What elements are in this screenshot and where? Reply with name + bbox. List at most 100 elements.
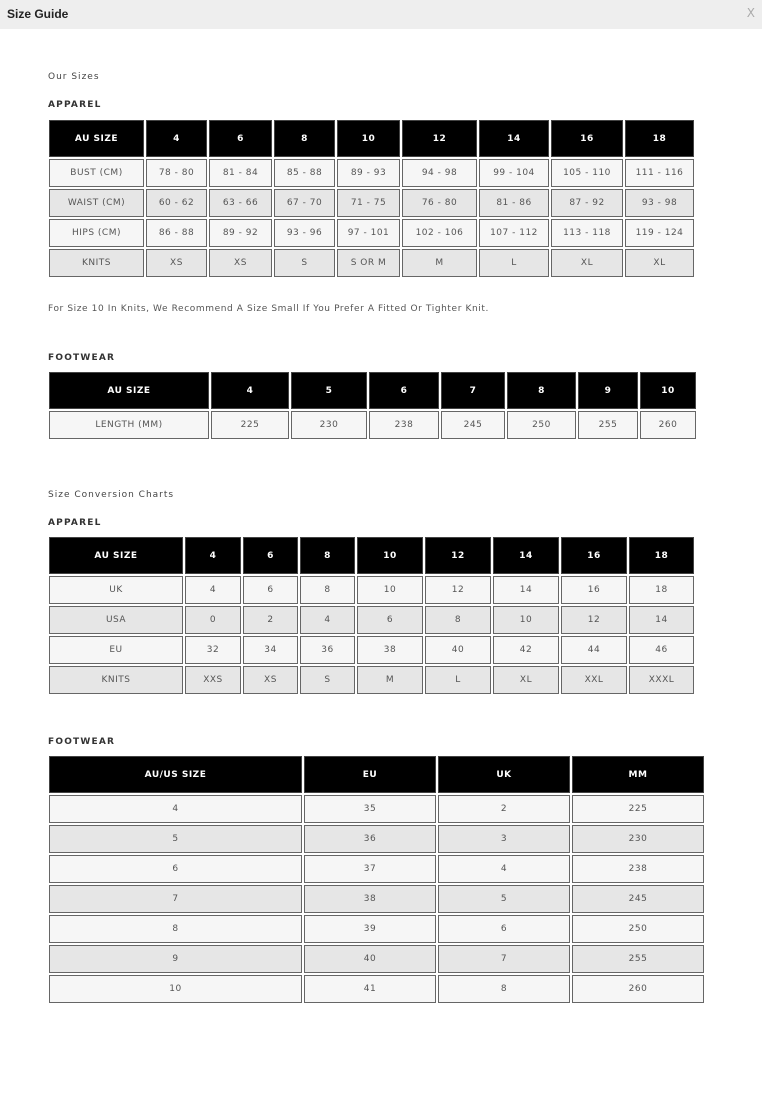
table-row: EU 32 34 36 38 40 42 44 46 xyxy=(49,636,694,664)
table-cell: 238 xyxy=(572,855,704,883)
table-row: UK 4 6 8 10 12 14 16 18 xyxy=(49,576,694,604)
header-row: AU SIZE 4 6 8 10 12 14 16 18 xyxy=(49,537,694,574)
footwear-heading: FOOTWEAR xyxy=(48,353,116,363)
table-row: KNITS XS XS S S OR M M L XL XL xyxy=(49,249,694,277)
column-header: 18 xyxy=(625,120,694,157)
table-cell: 6 xyxy=(243,576,298,604)
table-cell: 81 - 84 xyxy=(209,159,272,187)
column-header: 12 xyxy=(425,537,491,574)
table-cell: 10 xyxy=(357,576,423,604)
table-cell: 5 xyxy=(438,885,570,913)
table-cell: XXS xyxy=(185,666,241,694)
column-header: AU SIZE xyxy=(49,372,209,409)
column-header: 10 xyxy=(640,372,696,409)
row-label: KNITS xyxy=(49,249,144,277)
apparel-size-table: AU SIZE 4 6 8 10 12 14 16 18 BUST (CM) 78 - 80 81 -… xyxy=(47,118,696,279)
table-cell: 8 xyxy=(300,576,355,604)
row-label: USA xyxy=(49,606,183,634)
table-cell: 41 xyxy=(304,975,436,1003)
table-cell: 4 xyxy=(300,606,355,634)
table-cell: XL xyxy=(625,249,694,277)
column-header: 8 xyxy=(274,120,335,157)
table-cell: 81 - 86 xyxy=(479,189,549,217)
column-header: 8 xyxy=(300,537,355,574)
table-cell: 67 - 70 xyxy=(274,189,335,217)
table-cell: 93 - 96 xyxy=(274,219,335,247)
row-label: LENGTH (MM) xyxy=(49,411,209,439)
table-cell: 12 xyxy=(425,576,491,604)
column-header: 6 xyxy=(209,120,272,157)
table-cell: 93 - 98 xyxy=(625,189,694,217)
column-header: 4 xyxy=(185,537,241,574)
knits-note: For Size 10 In Knits, We Recommend A Siz… xyxy=(48,304,489,314)
table-cell: 40 xyxy=(304,945,436,973)
column-header: UK xyxy=(438,756,570,793)
table-cell: 119 - 124 xyxy=(625,219,694,247)
table-cell: 37 xyxy=(304,855,436,883)
table-cell: 238 xyxy=(369,411,439,439)
column-header: 6 xyxy=(243,537,298,574)
table-row: 8 39 6 250 xyxy=(49,915,704,943)
table-cell: 16 xyxy=(561,576,627,604)
table-row: 6 37 4 238 xyxy=(49,855,704,883)
table-cell: 107 - 112 xyxy=(479,219,549,247)
footwear-size-table: AU SIZE 4 5 6 7 8 9 10 LENGTH (MM) 225 230 238 245 25… xyxy=(47,370,698,441)
table-cell: 38 xyxy=(357,636,423,664)
apparel-heading: APPAREL xyxy=(48,100,102,110)
table-cell: 10 xyxy=(493,606,559,634)
table-cell: 102 - 106 xyxy=(402,219,477,247)
table-cell: 89 - 93 xyxy=(337,159,400,187)
row-label: BUST (CM) xyxy=(49,159,144,187)
table-cell: 39 xyxy=(304,915,436,943)
table-cell: 7 xyxy=(438,945,570,973)
column-header: 6 xyxy=(369,372,439,409)
table-cell: 245 xyxy=(572,885,704,913)
table-row: BUST (CM) 78 - 80 81 - 84 85 - 88 89 - 93 94 … xyxy=(49,159,694,187)
table-cell: 44 xyxy=(561,636,627,664)
close-button[interactable]: X xyxy=(746,6,755,20)
row-label: UK xyxy=(49,576,183,604)
table-cell: 87 - 92 xyxy=(551,189,623,217)
table-cell: L xyxy=(479,249,549,277)
table-row: KNITS XXS XS S M L XL XXL XXXL xyxy=(49,666,694,694)
table-cell: 35 xyxy=(304,795,436,823)
table-cell: 89 - 92 xyxy=(209,219,272,247)
table-cell: 36 xyxy=(300,636,355,664)
table-cell: L xyxy=(425,666,491,694)
row-label: HIPS (CM) xyxy=(49,219,144,247)
table-row: 10 41 8 260 xyxy=(49,975,704,1003)
row-label: 5 xyxy=(49,825,302,853)
column-header: 14 xyxy=(479,120,549,157)
table-cell: 260 xyxy=(572,975,704,1003)
column-header: 10 xyxy=(337,120,400,157)
row-label: KNITS xyxy=(49,666,183,694)
table-cell: 255 xyxy=(578,411,638,439)
table-cell: 111 - 116 xyxy=(625,159,694,187)
table-cell: XXXL xyxy=(629,666,694,694)
table-cell: 8 xyxy=(438,975,570,1003)
table-cell: 86 - 88 xyxy=(146,219,207,247)
header-row: AU/US SIZE EU UK MM xyxy=(49,756,704,793)
column-header: 4 xyxy=(146,120,207,157)
column-header: 16 xyxy=(561,537,627,574)
modal-title: Size Guide xyxy=(7,7,69,21)
table-cell: XL xyxy=(551,249,623,277)
column-header: 4 xyxy=(211,372,289,409)
header-row: AU SIZE 4 6 8 10 12 14 16 18 xyxy=(49,120,694,157)
table-cell: S OR M xyxy=(337,249,400,277)
table-cell: XL xyxy=(493,666,559,694)
row-label: 7 xyxy=(49,885,302,913)
column-header: 16 xyxy=(551,120,623,157)
table-cell: M xyxy=(357,666,423,694)
table-cell: 76 - 80 xyxy=(402,189,477,217)
table-cell: 105 - 110 xyxy=(551,159,623,187)
table-cell: 63 - 66 xyxy=(209,189,272,217)
table-cell: 3 xyxy=(438,825,570,853)
table-row: 5 36 3 230 xyxy=(49,825,704,853)
table-row: 9 40 7 255 xyxy=(49,945,704,973)
header-row: AU SIZE 4 5 6 7 8 9 10 xyxy=(49,372,696,409)
table-cell: 40 xyxy=(425,636,491,664)
table-cell: XS xyxy=(146,249,207,277)
table-cell: 38 xyxy=(304,885,436,913)
table-cell: 85 - 88 xyxy=(274,159,335,187)
